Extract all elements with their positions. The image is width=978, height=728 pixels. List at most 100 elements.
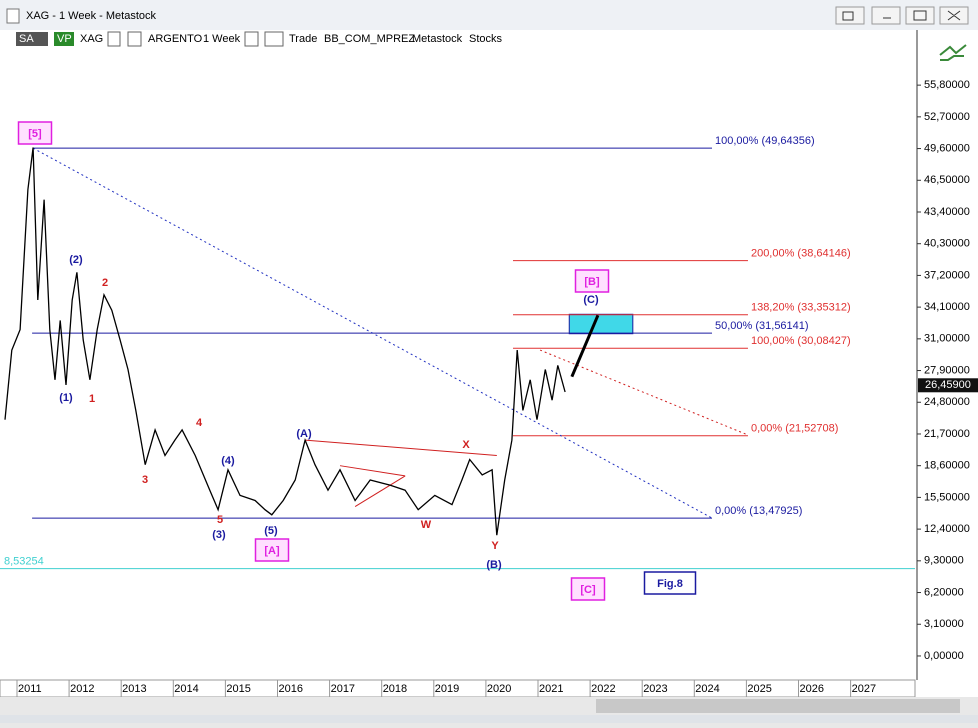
- y-tick-label: 15,50000: [924, 491, 970, 503]
- toolbar-label: BB_COM_MPREZ: [324, 33, 415, 45]
- maximize-button[interactable]: [905, 6, 935, 25]
- x-tick-label: 2014: [174, 683, 198, 695]
- target-zone: [568, 313, 634, 335]
- y-tick-label: 34,10000: [924, 301, 970, 313]
- toolbar-dropdown[interactable]: [127, 31, 142, 47]
- wave-label: (1): [59, 392, 73, 404]
- y-tick-label: 0,00000: [924, 650, 964, 662]
- wave-label: Fig.8: [657, 578, 683, 590]
- price-line: [4, 147, 566, 536]
- annotation-box: [254, 538, 290, 562]
- plot-area: [0, 30, 915, 680]
- y-tick-label: 9,30000: [924, 555, 964, 567]
- y-tick-label: 21,70000: [924, 428, 970, 440]
- level-label: 0,00% (21,52708): [751, 423, 838, 435]
- wave-label: [5]: [28, 128, 42, 140]
- scroll-thumb[interactable]: [596, 699, 960, 713]
- trendline: [305, 439, 497, 456]
- wave-label: [B]: [584, 276, 600, 288]
- x-tick-label: 2023: [643, 683, 667, 695]
- toolbar-label: XAG: [80, 33, 103, 45]
- x-tick-label: 2012: [70, 683, 94, 695]
- trendline: [339, 465, 406, 477]
- app-icon: [6, 8, 20, 24]
- wave-label: X: [462, 439, 470, 451]
- x-tick-label: 2011: [18, 683, 42, 695]
- toolbar-button[interactable]: [16, 32, 48, 46]
- y-tick-label: 37,20000: [924, 269, 970, 281]
- y-tick-label: 43,40000: [924, 206, 970, 218]
- annotation-box: [574, 269, 610, 293]
- trendline: [570, 314, 600, 378]
- wave-label: (4): [221, 455, 235, 467]
- annotation-box: [643, 571, 697, 595]
- y-tick-label: 40,30000: [924, 238, 970, 250]
- toolbar-dropdown[interactable]: [107, 31, 121, 47]
- y-tick-label: 18,60000: [924, 460, 970, 472]
- wave-label: 3: [142, 474, 148, 486]
- level-label: 100,00% (49,64356): [715, 135, 815, 147]
- x-tick-label: 2026: [800, 683, 824, 695]
- y-tick-label: 31,00000: [924, 333, 970, 345]
- x-tick-label: 2022: [591, 683, 615, 695]
- y-tick-label: 52,70000: [924, 111, 970, 123]
- y-tick-label: 12,40000: [924, 523, 970, 535]
- toolbar-label: VP: [57, 33, 72, 45]
- toolbar-label: Metastock: [412, 33, 463, 45]
- x-tick-label: 2025: [747, 683, 771, 695]
- toolbar-button[interactable]: [54, 32, 74, 46]
- x-tick-label: 2018: [383, 683, 407, 695]
- annotation-box: [17, 121, 53, 145]
- y-tick-label: 6,20000: [924, 586, 964, 598]
- minimize-button[interactable]: [871, 6, 901, 25]
- level-label: 138,20% (33,35312): [751, 302, 851, 314]
- toolbar-label: Trade: [289, 33, 317, 45]
- trendline: [32, 147, 713, 519]
- toolbar-dropdown[interactable]: [244, 31, 259, 47]
- y-axis-panel: [915, 30, 978, 697]
- x-tick-label: 2017: [331, 683, 355, 695]
- x-tick-label: 2015: [226, 683, 250, 695]
- level-label: 8,53254: [4, 556, 44, 568]
- toolbar-label: ARGENTO: [148, 33, 203, 45]
- wave-label: (2): [69, 254, 83, 266]
- level-label: 0,00% (13,47925): [715, 505, 802, 517]
- window-controls[interactable]: [835, 6, 969, 25]
- y-tick-label: 24,80000: [924, 396, 970, 408]
- wave-label: Y: [491, 540, 499, 552]
- toolbar-label: SA: [19, 33, 34, 45]
- y-tick-label: 49,60000: [924, 142, 970, 154]
- last-price-tag: [918, 378, 978, 393]
- x-tick-label: 2027: [852, 683, 876, 695]
- annotation-box: [570, 577, 606, 601]
- x-tick-label: 2013: [122, 683, 146, 695]
- wave-label: W: [421, 519, 432, 531]
- wave-label: (C): [583, 294, 599, 306]
- x-tick-label: 2024: [695, 683, 719, 695]
- level-label: 100,00% (30,08427): [751, 335, 851, 347]
- level-label: 50,00% (31,56141): [715, 320, 809, 332]
- window-title: XAG - 1 Week - Metastock: [26, 10, 157, 22]
- x-tick-label: 2019: [435, 683, 459, 695]
- y-tick-label: 55,80000: [924, 79, 970, 91]
- y-tick-label: 27,90000: [924, 364, 970, 376]
- toolbar-label: 1 Week: [203, 33, 241, 45]
- wave-label: (B): [486, 559, 502, 571]
- y-tick-label: 46,50000: [924, 174, 970, 186]
- x-tick-label: 2020: [487, 683, 511, 695]
- wave-label: 1: [89, 393, 95, 405]
- toolbar-dropdown[interactable]: [264, 31, 284, 47]
- x-tick-label: 2021: [539, 683, 563, 695]
- level-label: 200,00% (38,64146): [751, 248, 851, 260]
- wave-label: [C]: [580, 584, 596, 596]
- control-glyphs: [842, 10, 961, 21]
- last-price-label: 26,45900: [925, 379, 971, 391]
- restore-button[interactable]: [835, 6, 865, 25]
- wave-label: 5: [217, 514, 223, 526]
- toolbar-label: Stocks: [469, 33, 503, 45]
- wave-label: (A): [296, 428, 312, 440]
- chart: SA VP XAG ARGENTO 1 Week Trade BB_COM_MPREZMet…: [0, 31, 978, 697]
- wave-label: (5): [264, 525, 278, 537]
- wave-label: 2: [102, 277, 108, 289]
